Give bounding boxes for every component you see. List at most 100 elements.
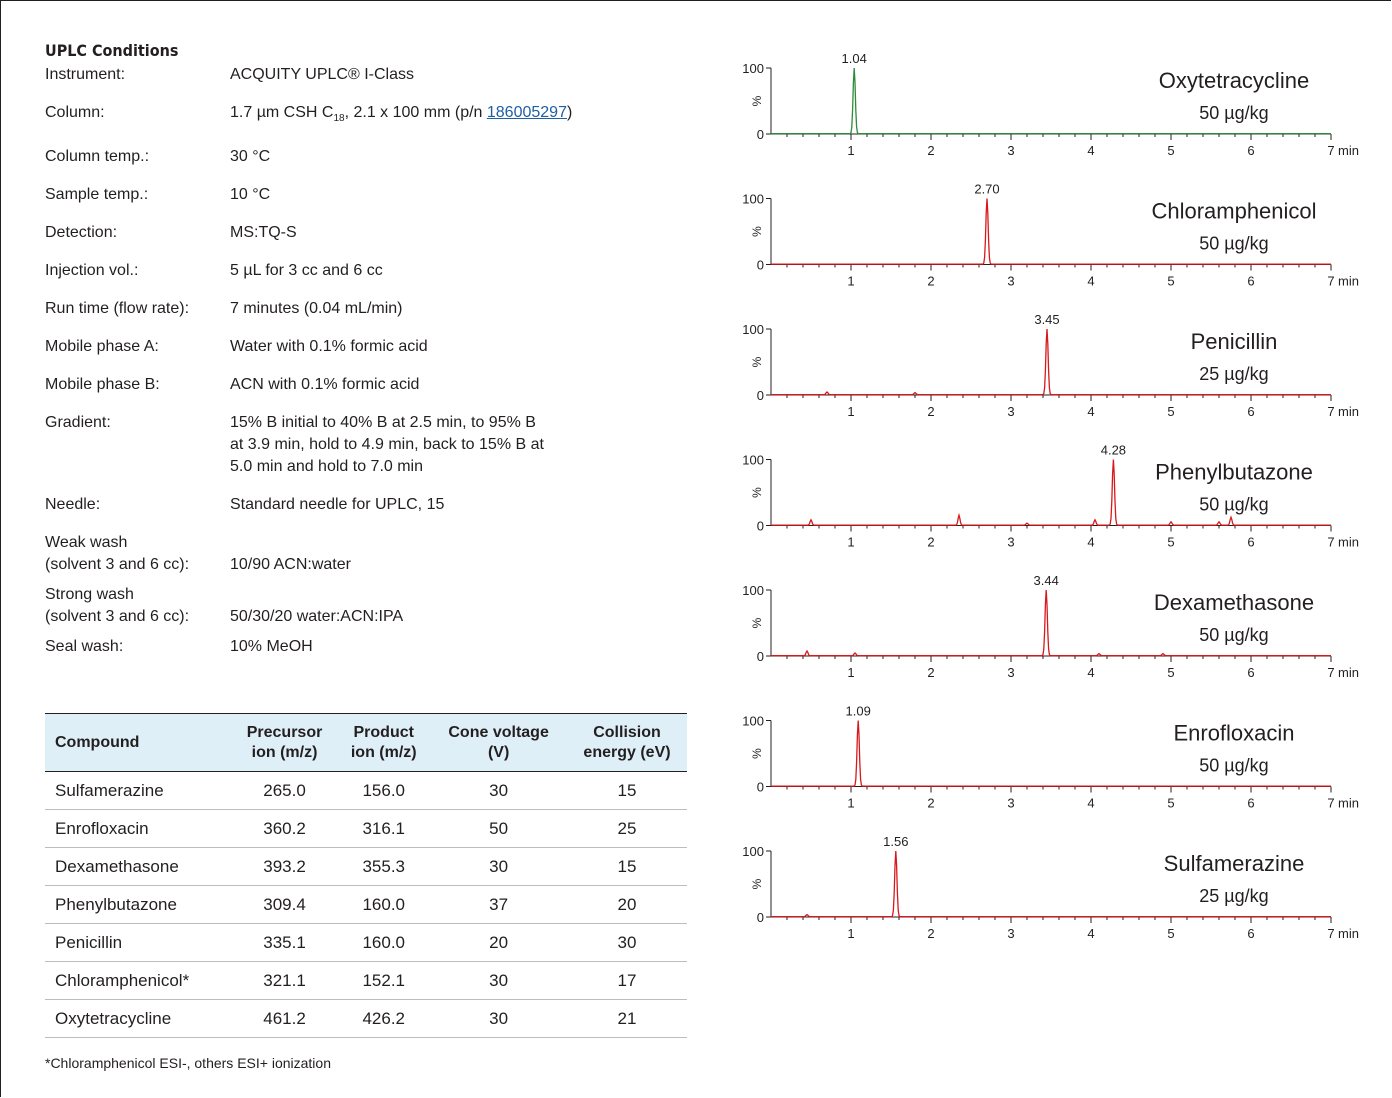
compound-name: Sulfamerazine [1164, 851, 1305, 876]
y-axis-label: % [750, 356, 764, 367]
part-number-link[interactable]: 186005297 [486, 104, 567, 121]
condition-label: Detection: [45, 224, 118, 242]
condition-label: Injection vol.: [45, 262, 139, 280]
x-tick-label: 1 [847, 404, 854, 419]
table-footnote: *Chloramphenicol ESI-, others ESI+ ioniz… [45, 1055, 331, 1071]
y-tick-label: 0 [757, 258, 764, 273]
condition-label: Mobile phase B: [45, 376, 160, 394]
y-tick-label: 0 [757, 649, 764, 664]
y-tick-label: 0 [757, 388, 764, 403]
compound-concentration: 50 µg/kg [1199, 495, 1268, 515]
y-axis-label: % [750, 487, 764, 498]
condition-row: Sample temp.: 10 °C [45, 184, 695, 206]
x-tick-label: 7 [1327, 404, 1334, 419]
table-cell: Enrofloxacin [45, 809, 232, 848]
x-tick-label: 6 [1247, 665, 1254, 680]
x-tick-label: 6 [1247, 274, 1254, 289]
x-tick-label: 7 [1327, 665, 1334, 680]
condition-row: Run time (flow rate): 7 minutes (0.04 mL/… [45, 298, 695, 320]
column-header: Collision energy (eV) [567, 713, 687, 772]
table-cell: 355.3 [337, 847, 431, 886]
table-cell: 335.1 [231, 923, 338, 962]
x-tick-label: 5 [1167, 404, 1174, 419]
condition-value: 5 µL for 3 cc and 6 cc [230, 262, 383, 280]
compound-concentration: 25 µg/kg [1199, 364, 1268, 384]
x-tick-label: 3 [1007, 665, 1014, 680]
x-tick-label: 2 [927, 665, 934, 680]
peak-label: 1.56 [883, 834, 908, 849]
condition-row: Column temp.: 30 °C [45, 146, 695, 168]
peak-label: 1.04 [842, 51, 867, 66]
peak-label: 1.09 [846, 704, 871, 719]
condition-row: Seal wash: 10% MeOH [45, 636, 695, 658]
table-cell: Oxytetracycline [45, 999, 232, 1038]
chromatogram-trace [771, 198, 1331, 265]
table-cell: 160.0 [337, 923, 431, 962]
peak-label: 3.44 [1034, 573, 1059, 588]
condition-label: Gradient: [45, 414, 111, 432]
x-tick-label: 4 [1087, 535, 1094, 550]
table-cell: 37 [430, 885, 567, 924]
table-row: Chloramphenicol* 321.1 152.1 30 17 [45, 961, 687, 1000]
table-cell: Sulfamerazine [45, 771, 232, 810]
x-tick-label: 5 [1167, 665, 1174, 680]
x-tick-label: 5 [1167, 926, 1174, 941]
chromatogram-trace [771, 720, 1331, 787]
x-tick-label: 5 [1167, 796, 1174, 811]
condition-label: Seal wash: [45, 638, 124, 656]
x-tick-label: 5 [1167, 535, 1174, 550]
table-cell: 160.0 [337, 885, 431, 924]
x-unit-label: min [1338, 274, 1359, 289]
x-unit-label: min [1338, 796, 1359, 811]
chromatogram-trace [771, 589, 1331, 657]
condition-label: Weak wash (solvent 3 and 6 cc): [45, 534, 190, 574]
table-cell: 15 [567, 847, 687, 886]
table-row: Dexamethasone 393.2 355.3 30 15 [45, 847, 687, 886]
table-cell: 426.2 [337, 999, 431, 1038]
condition-row: Needle: Standard needle for UPLC, 15 [45, 494, 695, 516]
y-tick-label: 100 [742, 583, 764, 598]
y-axis-label: % [750, 748, 764, 759]
x-tick-label: 4 [1087, 796, 1094, 811]
x-tick-label: 6 [1247, 404, 1254, 419]
condition-row: Column: 1.7 µm CSH C18, 2.1 x 100 mm (p/n… [45, 102, 695, 130]
x-tick-label: 1 [847, 796, 854, 811]
table-cell: 30 [430, 961, 567, 1000]
table-cell: Chloramphenicol* [45, 961, 232, 1000]
condition-row: Strong wash (solvent 3 and 6 cc): 50/30/20… [45, 584, 695, 628]
condition-label: Instrument: [45, 66, 126, 83]
table-row: Oxytetracycline 461.2 426.2 30 21 [45, 999, 687, 1038]
condition-label: Column temp.: [45, 148, 150, 166]
table-cell: 360.2 [231, 809, 338, 848]
x-tick-label: 1 [847, 274, 854, 289]
table-cell: Phenylbutazone [45, 885, 232, 924]
compound-concentration: 50 µg/kg [1199, 756, 1268, 776]
chromatogram-trace [771, 67, 1331, 135]
condition-row: Instrument: ACQUITY UPLC® I-Class [45, 64, 695, 86]
condition-row: Gradient: 15% B initial to 40% B at 2.5 m… [45, 412, 695, 478]
y-tick-label: 0 [757, 910, 764, 925]
table-cell: 152.1 [337, 961, 431, 1000]
peak-label: 2.70 [974, 182, 999, 197]
condition-value: 15% B initial to 40% B at 2.5 min, to 95… [230, 414, 544, 476]
x-tick-label: 1 [847, 143, 854, 158]
x-tick-label: 2 [927, 796, 934, 811]
chromatogram-trace [771, 850, 1331, 918]
y-tick-label: 100 [742, 192, 764, 207]
x-tick-label: 3 [1007, 143, 1014, 158]
x-tick-label: 4 [1087, 665, 1094, 680]
uplc-conditions: UPLC Conditions Instrument: ACQUITY UPLC®… [45, 38, 695, 674]
conditions-title: UPLC Conditions [45, 41, 179, 60]
y-axis-label: % [750, 95, 764, 106]
x-tick-label: 7 [1327, 926, 1334, 941]
condition-row: Injection vol.: 5 µL for 3 cc and 6 cc [45, 260, 695, 282]
x-tick-label: 6 [1247, 926, 1254, 941]
x-unit-label: min [1338, 926, 1359, 941]
table-cell: 321.1 [231, 961, 338, 1000]
x-tick-label: 4 [1087, 926, 1094, 941]
table-cell: 30 [430, 999, 567, 1038]
table-cell: 30 [567, 923, 687, 962]
table-cell: 316.1 [337, 809, 431, 848]
table-row: Phenylbutazone 309.4 160.0 37 20 [45, 885, 687, 924]
table-cell: 25 [567, 809, 687, 848]
